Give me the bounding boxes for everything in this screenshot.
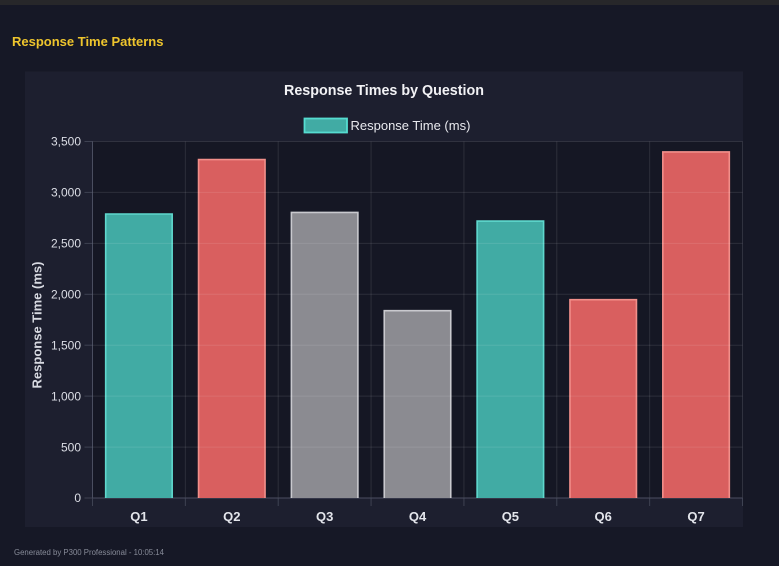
- svg-text:500: 500: [61, 440, 81, 454]
- svg-text:1,500: 1,500: [51, 338, 81, 352]
- svg-text:Response Time Patterns: Response Time Patterns: [12, 34, 163, 49]
- svg-text:2,000: 2,000: [51, 288, 81, 302]
- svg-text:Q5: Q5: [502, 509, 519, 524]
- svg-text:0: 0: [74, 491, 81, 505]
- svg-text:Q1: Q1: [130, 509, 147, 524]
- svg-text:Q6: Q6: [595, 509, 612, 524]
- svg-text:1,000: 1,000: [51, 389, 81, 403]
- svg-text:Q7: Q7: [687, 509, 704, 524]
- svg-text:Response Time (ms): Response Time (ms): [30, 262, 45, 389]
- svg-text:Generated by P300 Professional: Generated by P300 Professional - 10:05:1…: [14, 548, 165, 557]
- svg-text:2,500: 2,500: [51, 237, 81, 251]
- svg-text:Response Time (ms): Response Time (ms): [351, 118, 471, 133]
- svg-text:Q2: Q2: [223, 509, 240, 524]
- svg-text:3,500: 3,500: [51, 135, 81, 149]
- svg-text:Q4: Q4: [409, 509, 427, 524]
- svg-text:3,000: 3,000: [51, 186, 81, 200]
- svg-text:Q3: Q3: [316, 509, 333, 524]
- svg-text:Response Times by Question: Response Times by Question: [284, 83, 484, 99]
